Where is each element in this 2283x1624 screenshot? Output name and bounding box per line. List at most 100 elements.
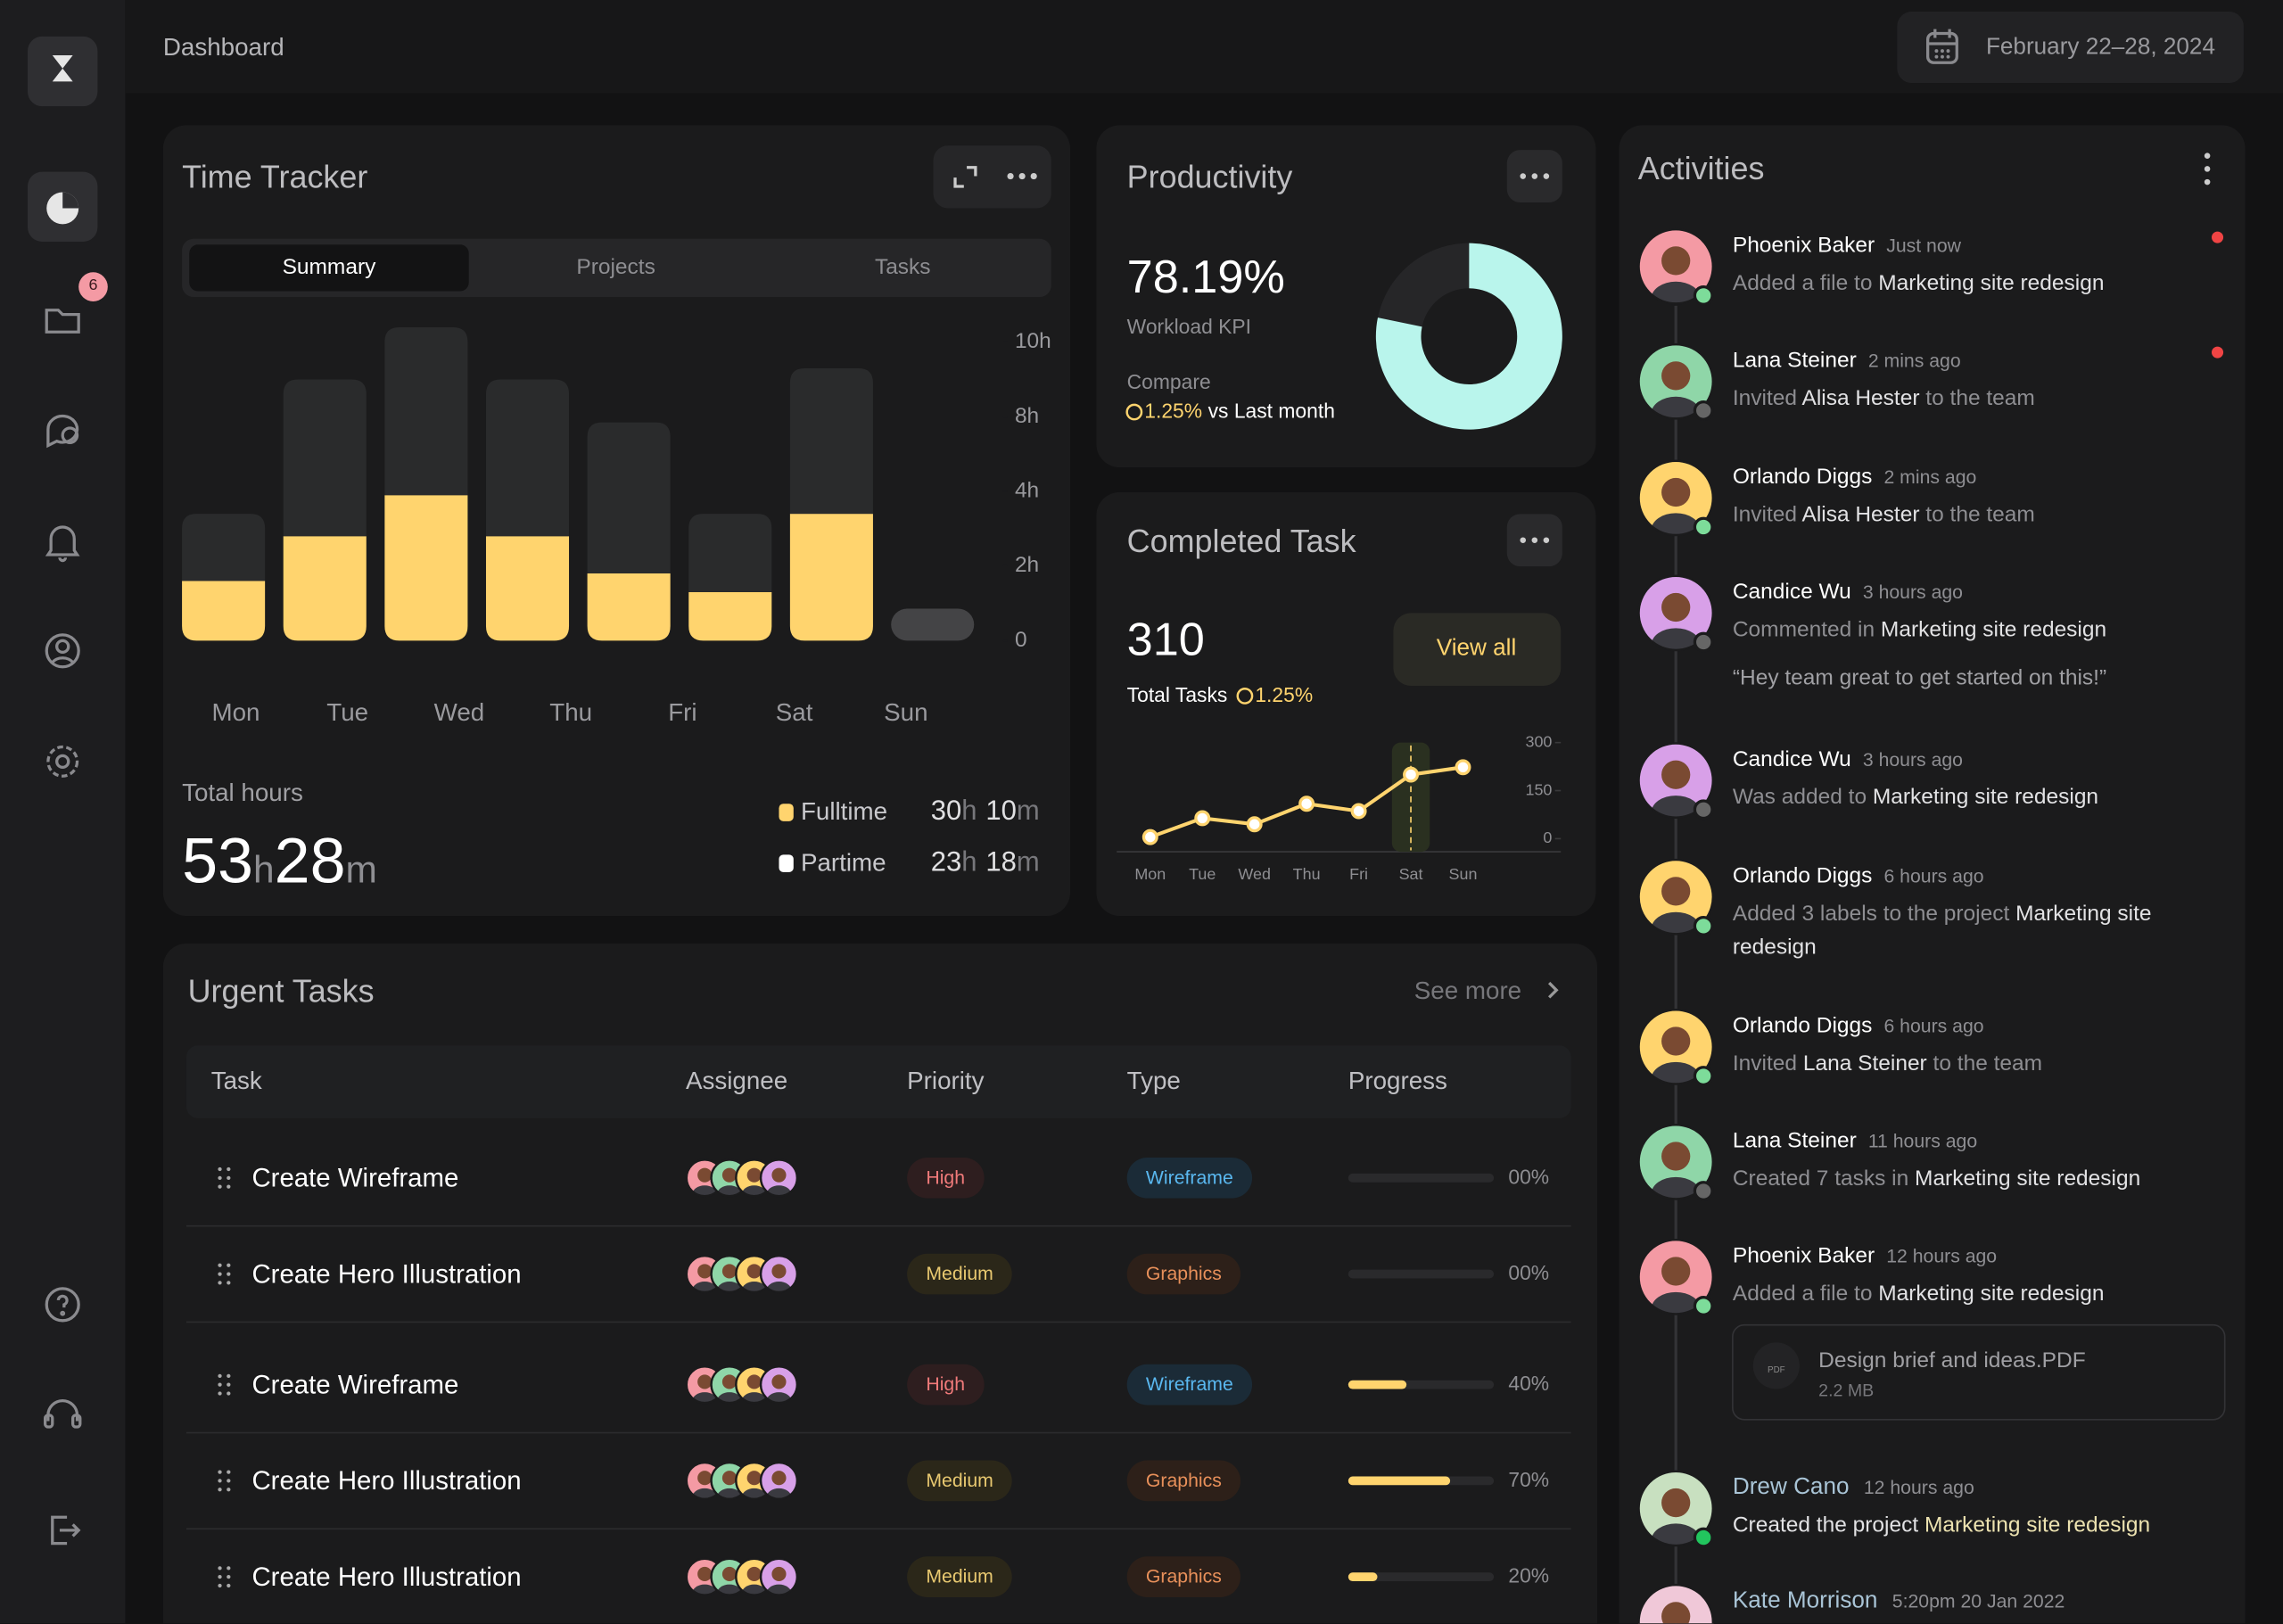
author: Orlando Diggs xyxy=(1732,1012,1873,1038)
bar-segment xyxy=(182,514,266,581)
drag-dot xyxy=(227,1575,231,1579)
activity-text: Created the project Marketing site redes… xyxy=(1733,1508,2198,1542)
avatar xyxy=(1637,742,1714,819)
unread-dot xyxy=(2212,346,2224,359)
activity-head: Phoenix Baker 12 hours ago xyxy=(1733,1243,1997,1270)
avatar xyxy=(1637,1584,1714,1624)
avatar-head xyxy=(721,1471,738,1486)
text-part: Alisa Hester xyxy=(1801,501,1920,527)
change: 1.25% xyxy=(1144,399,1203,423)
time: 12 hours ago xyxy=(1863,1475,1974,1498)
avatar-head xyxy=(1661,361,1691,391)
avatar-body xyxy=(692,1185,717,1198)
avatar-body xyxy=(766,1282,792,1293)
avatar-body xyxy=(741,1282,767,1293)
author: Orlando Diggs xyxy=(1732,862,1873,888)
change: 1.25% xyxy=(1255,683,1314,707)
avatar-body xyxy=(717,1488,742,1500)
avatar-head xyxy=(771,1566,787,1582)
total-label: Total hours xyxy=(182,779,303,808)
avatar-body xyxy=(692,1392,717,1404)
priority: High xyxy=(907,1364,985,1406)
status xyxy=(1693,799,1714,820)
drag-dot xyxy=(227,1479,231,1483)
view-all-button[interactable]: View all xyxy=(1436,636,1517,662)
kpi-value: 78.19% xyxy=(1126,251,1285,303)
page-title: Dashboard xyxy=(162,34,284,62)
time: 2 mins ago xyxy=(1867,349,1961,371)
x-tick-label: Fri xyxy=(1349,865,1368,883)
avatar xyxy=(760,1557,798,1596)
legend-label: Fulltime xyxy=(800,798,888,827)
avatar-body xyxy=(692,1584,717,1596)
avatar-ring xyxy=(1637,227,1715,305)
avatar-body xyxy=(1651,911,1701,936)
text-part: Added a file to xyxy=(1732,270,1879,295)
avatar-ring xyxy=(759,1158,799,1198)
type: Graphics xyxy=(1126,1460,1241,1502)
drag-dot xyxy=(218,1488,222,1492)
compare: 1.25% vs Last month xyxy=(1127,400,1335,425)
total-part: 53 xyxy=(182,825,254,897)
bar-segment xyxy=(485,536,570,641)
text-part: Created 7 tasks in xyxy=(1732,1166,1916,1191)
activity-head: Orlando Diggs 2 mins ago xyxy=(1733,464,1976,490)
avatar-body xyxy=(1651,1523,1701,1546)
avatar-head xyxy=(1661,1142,1691,1171)
progress-bar xyxy=(1348,1572,1378,1582)
task-name: Create Hero Illustration xyxy=(251,1465,522,1496)
avatar-body xyxy=(766,1185,792,1198)
y-tick-label: 150 xyxy=(1525,780,1552,798)
avatar-head xyxy=(1661,592,1691,622)
avatar-head xyxy=(1661,246,1691,276)
drag-dot xyxy=(218,1184,222,1189)
avatar-body xyxy=(741,1584,767,1596)
status xyxy=(1693,284,1714,306)
legend-value-part: 23 xyxy=(930,847,962,878)
activity-text: Added a file to Marketing site redesign xyxy=(1733,1276,2198,1310)
activity-text: Created 7 tasks in Marketing site redesi… xyxy=(1733,1161,2198,1195)
status xyxy=(1693,915,1714,936)
task-name: Create Hero Illustration xyxy=(251,1258,522,1289)
kpi-label: Workload KPI xyxy=(1126,315,1252,339)
y-tick-label: 0 xyxy=(1543,828,1552,846)
drag-dot xyxy=(227,1566,231,1570)
avatar-body xyxy=(1651,281,1701,305)
drag-dot xyxy=(218,1281,222,1285)
x-tick-label: Fri xyxy=(668,699,697,728)
file-size: 2.2 MB xyxy=(1818,1380,1875,1400)
file-name: Design brief and ideas.PDF xyxy=(1818,1348,2086,1373)
activity-text: Invited Alisa Hester to the team xyxy=(1733,498,2198,532)
drag-dot xyxy=(227,1583,231,1588)
avatar xyxy=(1637,859,1714,936)
bar-segment xyxy=(283,379,367,537)
priority: Medium xyxy=(907,1253,1013,1295)
legend-value-part: 18 xyxy=(985,847,1017,878)
x-tick-label: Thu xyxy=(1293,865,1321,883)
avatar-head xyxy=(697,1167,713,1183)
see-more[interactable]: See more xyxy=(1413,977,1522,1006)
text-part: Marketing site redesign xyxy=(1732,901,2152,960)
avatar-ring xyxy=(759,1461,799,1501)
activity-head: Orlando Diggs 6 hours ago xyxy=(1733,863,1984,890)
activity-head: Phoenix Baker Just now xyxy=(1733,233,1961,260)
date-picker[interactable] xyxy=(1897,12,2244,84)
tab: Tasks xyxy=(874,254,931,279)
activity-head: Lana Steiner 11 hours ago xyxy=(1733,1128,1977,1155)
avatar xyxy=(1637,1470,1714,1546)
avatar-head xyxy=(1661,1257,1691,1286)
progress-label: 20% xyxy=(1508,1563,1550,1588)
avatar xyxy=(1637,1009,1714,1085)
activity-head: Lana Steiner 2 mins ago xyxy=(1733,348,1961,375)
y-tick-label: 0 xyxy=(1015,628,1027,652)
drag-dot xyxy=(227,1382,231,1387)
status xyxy=(1693,1066,1714,1086)
bar-segment xyxy=(688,591,772,641)
sidebar-icons xyxy=(28,29,2226,1624)
author: Phoenix Baker xyxy=(1732,232,1875,258)
task-name: Create Wireframe xyxy=(251,1163,459,1192)
avatar-head xyxy=(771,1471,787,1486)
text-part: to the team xyxy=(1919,501,2035,527)
drag-dot xyxy=(218,1272,222,1276)
